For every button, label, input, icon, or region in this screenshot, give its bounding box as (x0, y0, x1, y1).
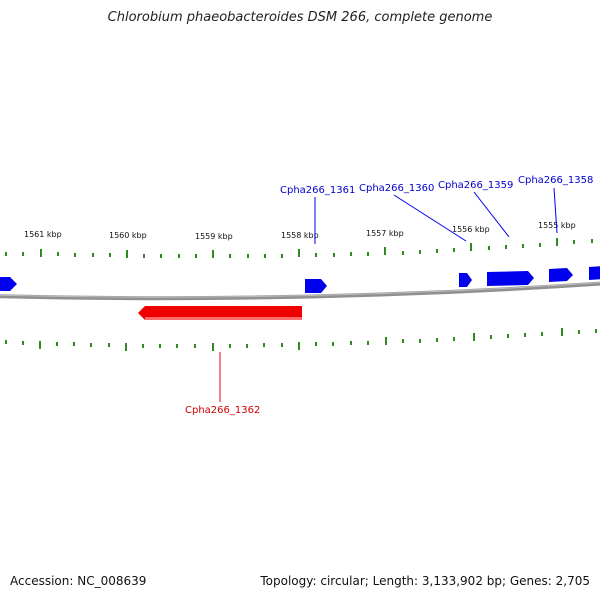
genome-backbone (0, 281, 600, 301)
gene-arrow-forward[interactable] (589, 266, 600, 280)
kbp-label: 1559 kbp (195, 232, 233, 241)
kbp-labels: 1561 kbp 1560 kbp 1559 kbp 1558 kbp 1557… (24, 221, 576, 241)
kbp-label: 1557 kbp (366, 229, 404, 238)
top-tick-track (5, 238, 593, 258)
forward-genes (0, 266, 600, 293)
genome-title: Chlorobium phaeobacteroides DSM 266, com… (107, 10, 493, 25)
kbp-label: 1561 kbp (24, 230, 62, 239)
label-leaders (219, 187, 558, 402)
gene-label-cpha266-1358[interactable]: Cpha266_1358 (518, 175, 593, 186)
gene-arrow-cpha266-1359[interactable] (487, 271, 534, 286)
gene-arrow-cpha266-1362[interactable] (138, 306, 302, 320)
kbp-label: 1560 kbp (109, 231, 147, 240)
bottom-tick-track (5, 328, 597, 351)
gene-arrow-forward[interactable] (0, 277, 17, 291)
genome-summary-text: Topology: circular; Length: 3,133,902 bp… (260, 574, 590, 588)
reverse-genes (138, 306, 302, 320)
gene-label-cpha266-1361[interactable]: Cpha266_1361 (280, 185, 355, 196)
kbp-label: 1556 kbp (452, 225, 490, 234)
kbp-label: 1558 kbp (281, 231, 319, 240)
gene-labels: Cpha266_1361 Cpha266_1360 Cpha266_1359 C… (185, 175, 593, 416)
gene-arrow-cpha266-1360[interactable] (459, 273, 472, 287)
gene-arrow-cpha266-1361[interactable] (305, 279, 327, 293)
gene-label-cpha266-1360[interactable]: Cpha266_1360 (359, 183, 434, 194)
gene-arrow-cpha266-1358[interactable] (549, 268, 573, 282)
gene-label-cpha266-1359[interactable]: Cpha266_1359 (438, 180, 513, 191)
accession-text: Accession: NC_008639 (10, 574, 147, 588)
gene-label-cpha266-1362[interactable]: Cpha266_1362 (185, 405, 260, 416)
